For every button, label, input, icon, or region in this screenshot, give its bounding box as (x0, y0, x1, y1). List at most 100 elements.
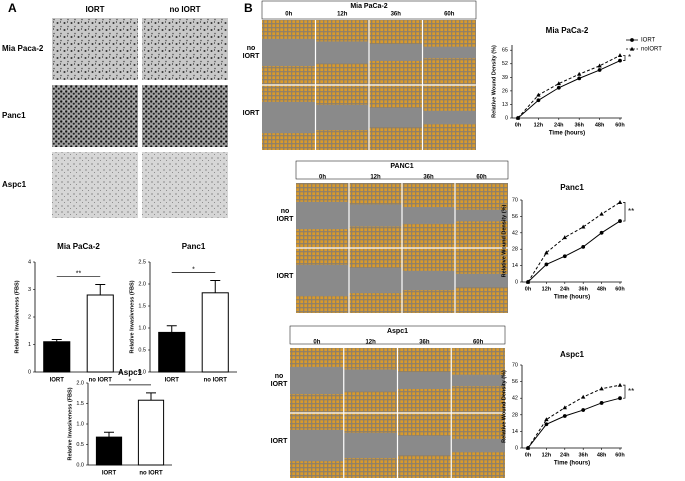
marker (525, 445, 531, 450)
grid-title: PANC1 (390, 163, 413, 170)
x-axis-label: Time (hours) (554, 461, 590, 467)
error-bar (51, 339, 62, 342)
x-tick-label: no IORT (204, 378, 228, 384)
x-tick-label: 60h (615, 286, 625, 292)
grid-row-label: IORT (270, 437, 288, 445)
y-tick-label: 28 (512, 247, 518, 253)
wound-gap (397, 435, 452, 456)
x-tick-label: 36h (578, 286, 588, 292)
x-axis-label: Time (hours) (549, 131, 585, 137)
marker (618, 396, 622, 401)
error-bar (104, 431, 114, 438)
wound-gap (455, 273, 508, 288)
y-tick-label: 65 (502, 48, 508, 54)
significance-label: ** (628, 207, 634, 216)
y-tick-label: 14 (512, 429, 518, 435)
wound-gap (290, 429, 344, 462)
series-line (527, 201, 621, 283)
y-tick-label: 28 (512, 412, 518, 418)
micrograph (52, 18, 138, 80)
x-tick-label: 36h (578, 452, 588, 458)
marker (562, 414, 567, 418)
marker (515, 115, 521, 120)
y-tick-label: 0 (515, 279, 518, 285)
image-column-header: IORT (85, 5, 104, 14)
wound-gap (369, 44, 423, 61)
micrograph (52, 152, 138, 218)
marker (617, 200, 623, 204)
grid-column-header: 12h (337, 12, 348, 18)
wound-gap (296, 264, 349, 297)
marker (581, 394, 586, 399)
y-tick-label: 1.5 (138, 303, 146, 309)
significance-bracket (623, 55, 626, 61)
x-tick-label: 60h (615, 452, 625, 458)
marker (562, 235, 567, 240)
marker (617, 382, 623, 387)
error-bar (166, 325, 177, 333)
x-tick-label: 12h (534, 122, 544, 128)
bar (43, 341, 71, 373)
wound-gap (402, 270, 455, 291)
y-tick-label: 56 (512, 379, 518, 385)
legend-label: noIORT (641, 47, 662, 53)
wound-gap (315, 41, 369, 64)
micrograph (142, 152, 228, 218)
significance-bracket (623, 384, 626, 399)
y-tick-label: 42 (512, 230, 518, 236)
wound-gap (349, 267, 402, 294)
marker (581, 224, 586, 229)
x-tick-label: 48h (597, 286, 607, 292)
error-bar (146, 392, 156, 401)
x-tick-label: 12h (542, 286, 552, 292)
wound-gap (455, 209, 508, 222)
y-tick-label: 39 (502, 75, 508, 81)
grid-column-header: 36h (423, 175, 434, 181)
x-tick-label: 0h (525, 452, 532, 458)
grid-row-label: no IORT (270, 372, 288, 388)
y-tick-label: 1 (28, 342, 31, 348)
y-tick-label: 56 (512, 214, 518, 220)
y-tick-label: 26 (502, 88, 508, 94)
grid-row-label: no IORT (242, 44, 260, 60)
marker (599, 386, 604, 391)
wound-gap (451, 438, 505, 453)
marker (618, 58, 622, 63)
grid-column-header: 60h (473, 340, 484, 346)
y-tick-label: 52 (502, 61, 508, 67)
significance-label: ** (628, 387, 634, 396)
grid-title: Mia PaCa-2 (350, 3, 387, 10)
y-tick-label: 0.5 (76, 442, 84, 448)
y-tick-label: 0 (28, 369, 31, 375)
bar (137, 399, 165, 466)
y-tick-label: 42 (512, 396, 518, 402)
x-tick-label: IORT (50, 378, 65, 384)
x-tick-label: 0h (515, 122, 522, 128)
marker (599, 401, 604, 405)
series-line (527, 384, 621, 449)
x-tick-label: 48h (597, 452, 607, 458)
wound-gap (262, 38, 316, 67)
panel-label: A (8, 1, 17, 15)
x-tick-label: 12h (542, 452, 552, 458)
series-line (527, 220, 621, 283)
marker (617, 53, 623, 58)
marker (536, 98, 541, 103)
grid-column-header: 36h (419, 340, 430, 346)
marker (599, 211, 604, 216)
y-axis-label: Relative Invasiveness (FBS) (67, 387, 73, 460)
x-tick-label: 0h (525, 286, 532, 292)
x-tick-label: 48h (595, 122, 605, 128)
chart-title: Panc1 (560, 183, 584, 192)
grid-column-header: 60h (476, 175, 487, 181)
wound-gap (369, 107, 423, 128)
marker (597, 68, 602, 72)
x-tick-label: 24h (560, 286, 570, 292)
marker (562, 254, 567, 259)
y-axis-label: Relative Wound Density (%) (501, 205, 507, 278)
y-tick-label: 0 (515, 445, 518, 451)
wound-gap (349, 204, 402, 227)
y-tick-label: 70 (512, 197, 518, 203)
